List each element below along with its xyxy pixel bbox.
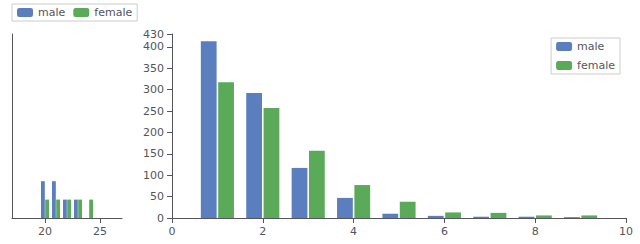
svg-text:8: 8 <box>532 225 539 238</box>
svg-text:350: 350 <box>143 62 164 75</box>
svg-text:150: 150 <box>143 147 164 160</box>
svg-text:250: 250 <box>143 105 164 118</box>
svg-text:10: 10 <box>619 225 633 238</box>
svg-text:300: 300 <box>143 83 164 96</box>
svg-text:430: 430 <box>143 28 164 41</box>
svg-text:400: 400 <box>143 40 164 53</box>
svg-text:20: 20 <box>38 225 52 238</box>
svg-text:female: female <box>577 59 615 72</box>
svg-text:100: 100 <box>143 169 164 182</box>
svg-text:male: male <box>38 6 66 19</box>
svg-text:2: 2 <box>259 225 266 238</box>
svg-text:0: 0 <box>157 212 164 225</box>
svg-text:6: 6 <box>441 225 448 238</box>
svg-text:female: female <box>94 6 132 19</box>
svg-text:50: 50 <box>150 190 164 203</box>
svg-text:200: 200 <box>143 126 164 139</box>
svg-text:0: 0 <box>169 225 176 238</box>
svg-text:male: male <box>577 40 605 53</box>
svg-text:25: 25 <box>93 225 107 238</box>
svg-text:4: 4 <box>350 225 357 238</box>
